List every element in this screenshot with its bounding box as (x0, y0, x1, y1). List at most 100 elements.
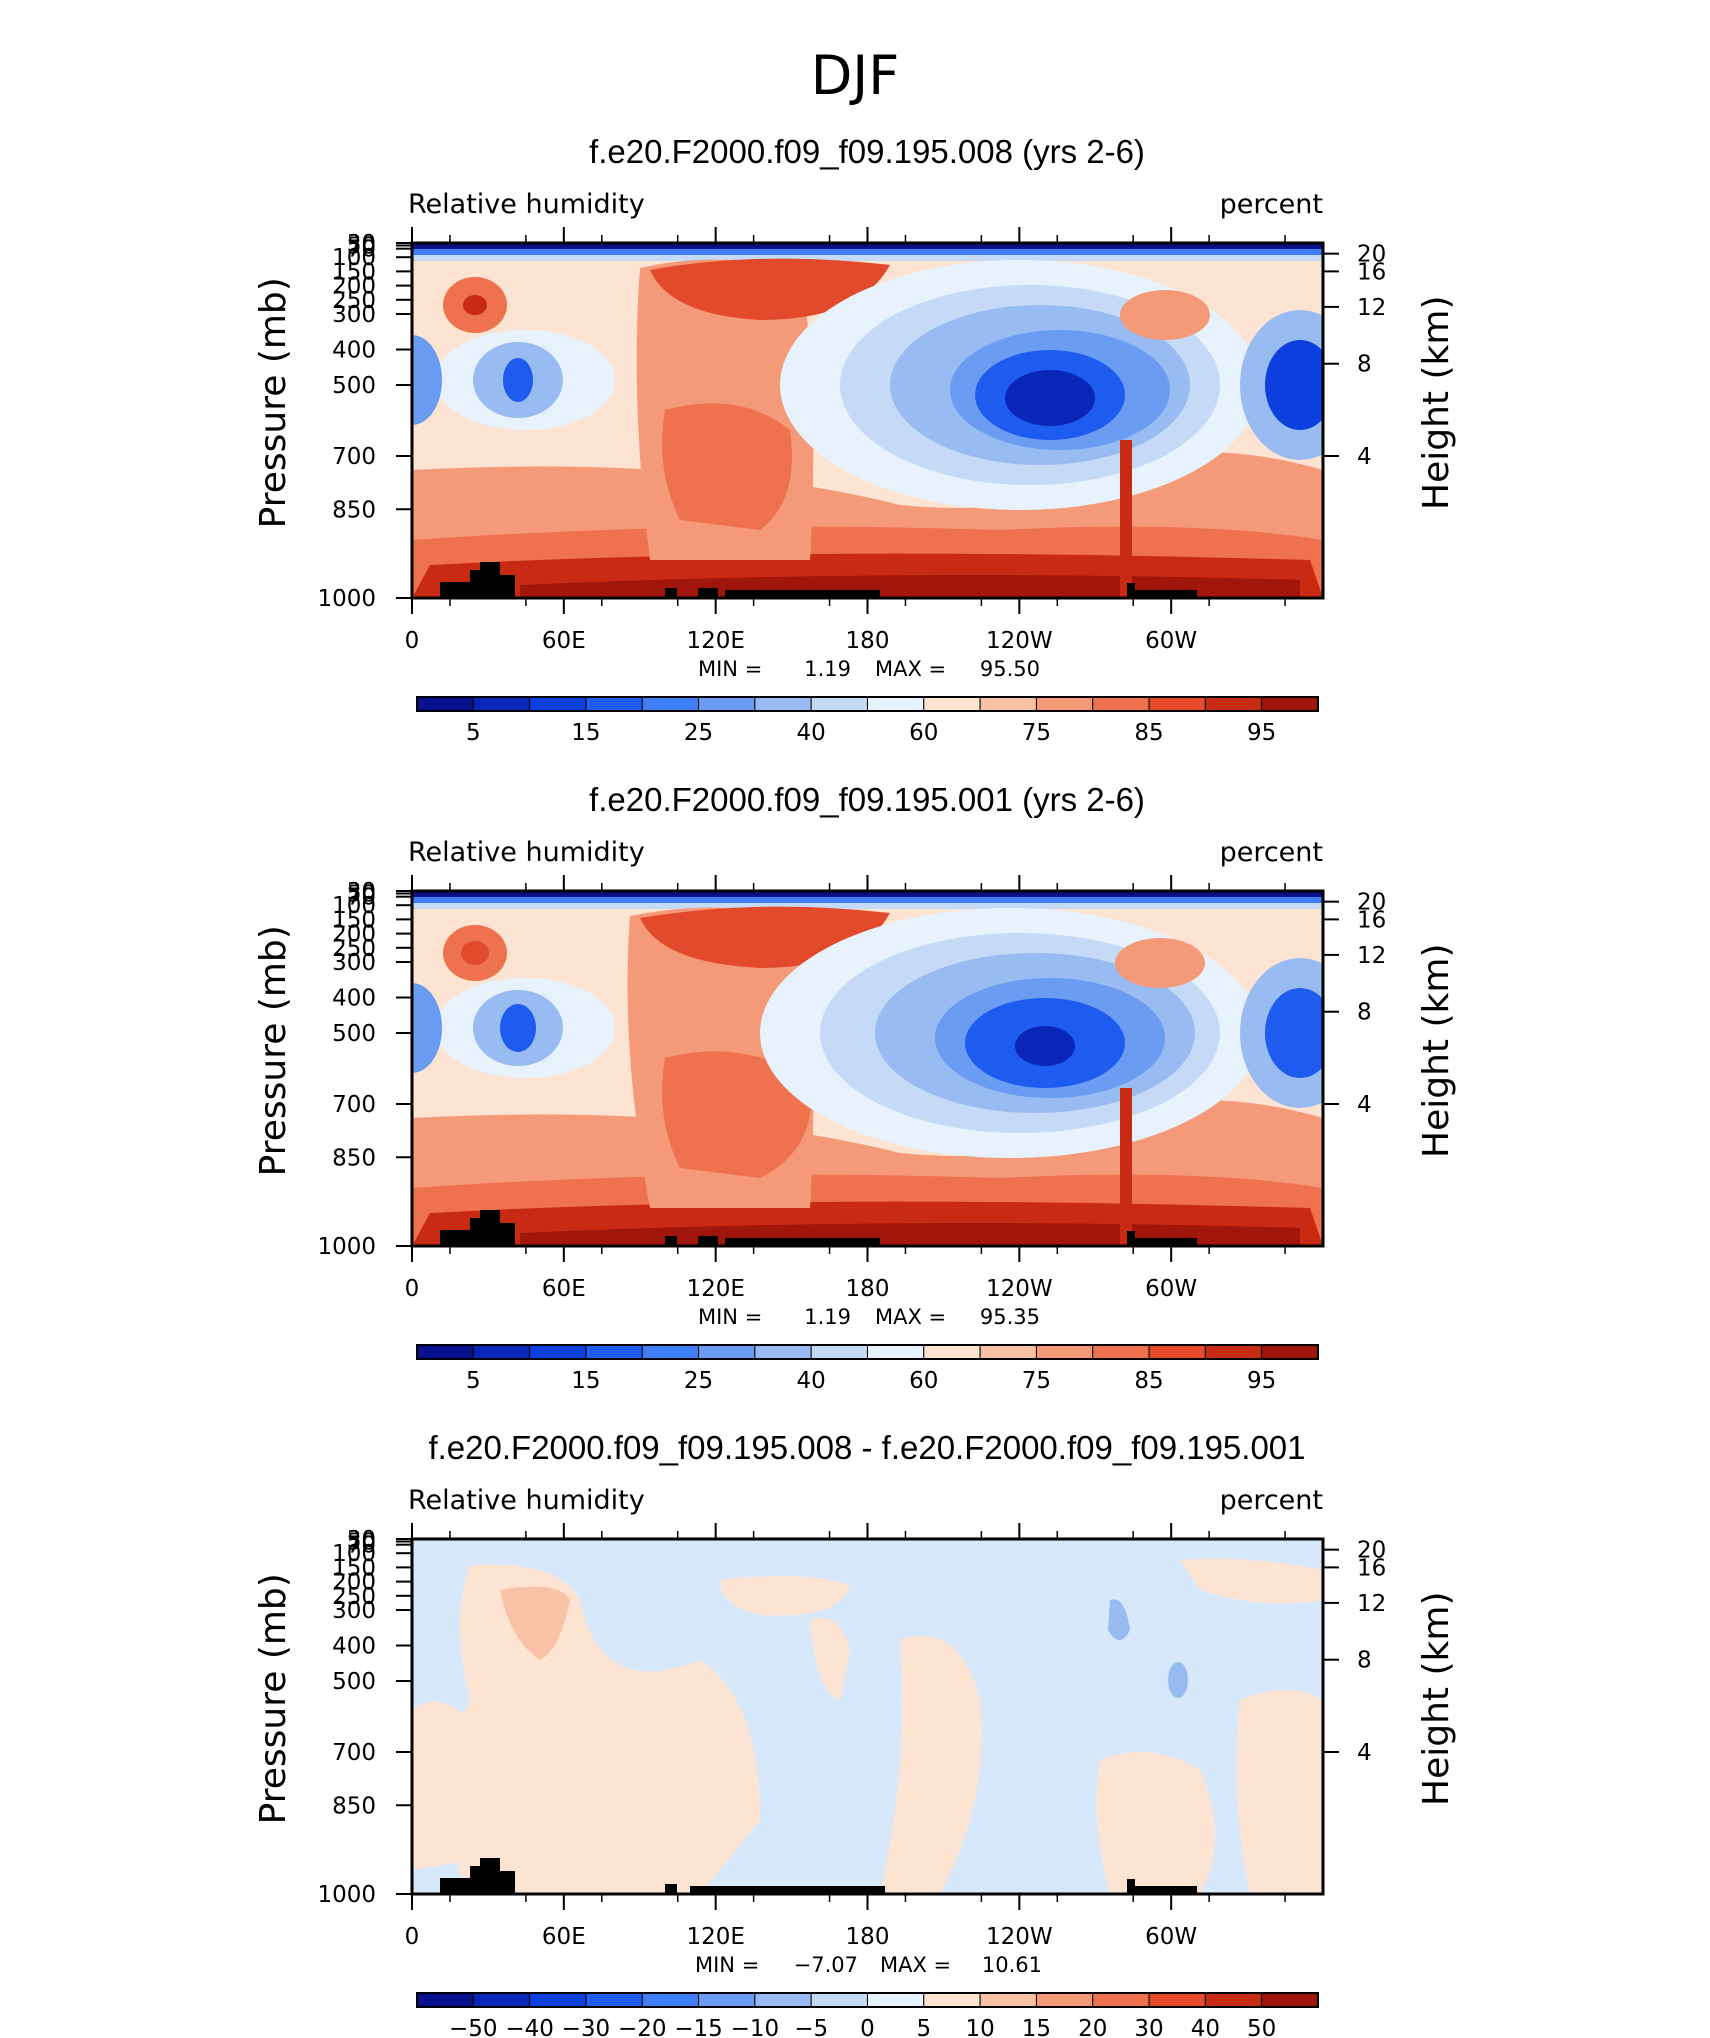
panel-1-dry-region (1265, 340, 1323, 430)
panel-1-warm-column (650, 258, 890, 320)
colorbar-frame (416, 1344, 1319, 1360)
y-tick-label: 850 (332, 1145, 376, 1171)
y-tick-label: 400 (332, 1634, 376, 1660)
colorbar-box (698, 696, 756, 712)
x-tick-label: 60W (1145, 1924, 1197, 1950)
y-tick-label: 700 (332, 444, 376, 470)
y-tick-label: 70 (347, 237, 376, 263)
x-tick-label: 60E (542, 1276, 586, 1302)
panel-1-topography (665, 588, 677, 598)
colorbar-label: 40 (1191, 2016, 1220, 2038)
y-tick-label: 200 (332, 922, 376, 948)
colorbar-label: 25 (684, 720, 713, 746)
colorbar-box (810, 1992, 868, 2008)
colorbar-box (867, 696, 925, 712)
panel-1-title: f.e20.F2000.f09_f09.195.008 (yrs 2-6) (589, 133, 1145, 170)
x-tick-label: 180 (846, 1276, 890, 1302)
right-tick-label: 20 (1357, 242, 1386, 268)
colorbar-box (585, 1344, 643, 1360)
panel-1-moist-spot (463, 295, 487, 315)
y-tick-label: 300 (332, 950, 376, 976)
y-tick-label: 1000 (317, 1882, 376, 1908)
y-tick-label: 500 (332, 373, 376, 399)
colorbar-label: 5 (466, 720, 481, 746)
panel-3-colorbar: −50 −40 −30 −20 −15 −10 −5 0 5 10 15 20 30 40 50 (416, 1992, 1319, 2038)
panel-3-min-value: −7.07 (794, 1953, 858, 1977)
colorbar-label: 40 (797, 1368, 826, 1394)
right-tick-label: 4 (1357, 1740, 1372, 1766)
colorbar-label: −40 (505, 2016, 554, 2038)
colorbar-label: −30 (562, 2016, 611, 2038)
colorbar-label: 75 (1022, 1368, 1051, 1394)
y-tick-label: 500 (332, 1669, 376, 1695)
x-tick-label: 60W (1145, 628, 1197, 654)
panel-1-topography (440, 562, 515, 598)
panel-1-dry-region (1005, 370, 1095, 426)
colorbar-label: 75 (1022, 720, 1051, 746)
right-tick-label: 12 (1357, 943, 1386, 969)
colorbar-box (472, 696, 531, 712)
colorbar-box (1148, 1344, 1206, 1360)
y-tick-label: 700 (332, 1092, 376, 1118)
colorbar-label: 15 (571, 720, 600, 746)
panel-3-positive-region (720, 1576, 850, 1616)
panel-2-warm-column (662, 1051, 812, 1178)
colorbar-box (529, 1344, 587, 1360)
colorbar-label: 50 (1247, 2016, 1276, 2038)
colorbar-label: 95 (1247, 720, 1276, 746)
panel-2-max-value: 95.35 (980, 1305, 1040, 1329)
panel-3-max-value: 10.61 (982, 1953, 1042, 1977)
colorbar-label: 60 (909, 720, 938, 746)
colorbar-box (1035, 1344, 1094, 1360)
y-tick-label: 50 (347, 1529, 376, 1555)
panel-2-min-value: 1.19 (804, 1305, 851, 1329)
panel-2-topography (698, 1236, 718, 1246)
panel-2-variable-label: Relative humidity (408, 837, 645, 868)
colorbar-box (1204, 1344, 1263, 1360)
panel-1-moist-spot (1120, 290, 1210, 340)
panel-3-negative-spot (1108, 1599, 1130, 1640)
colorbar-box (472, 1344, 531, 1360)
y-tick-label: 70 (347, 1533, 376, 1559)
colorbar-label: 15 (571, 1368, 600, 1394)
y-tick-label: 850 (332, 1793, 376, 1819)
colorbar-label: −50 (449, 2016, 498, 2038)
panel-1-min-value: 1.19 (804, 657, 851, 681)
figure-title: DJF (811, 44, 900, 107)
colorbar-box (641, 1344, 700, 1360)
colorbar-box (1204, 696, 1263, 712)
colorbar-box (754, 696, 812, 712)
y-tick-label: 700 (332, 1740, 376, 1766)
y-axis-label: Pressure (mb) (253, 1573, 294, 1824)
y-tick-label: 100 (332, 893, 376, 919)
x-tick-label: 0 (405, 1276, 420, 1302)
colorbar-box (867, 1344, 925, 1360)
colorbar-box (810, 696, 868, 712)
colorbar-box (1261, 1992, 1319, 2008)
colorbar-box (754, 1344, 812, 1360)
colorbar-box (979, 1344, 1037, 1360)
right-tick-label: 8 (1357, 352, 1372, 378)
y-tick-label: 30 (347, 879, 376, 905)
panel-1-strat-band (412, 243, 1323, 249)
colorbar-box (1148, 696, 1206, 712)
colorbar-box (923, 696, 981, 712)
colorbar-label: 25 (684, 1368, 713, 1394)
y-tick-label: 500 (332, 1021, 376, 1047)
colorbar-box (1035, 696, 1094, 712)
panel-1-colorbar: 5 15 25 40 60 75 85 95 (416, 696, 1319, 746)
colorbar-box (754, 1992, 812, 2008)
y-tick-label: 50 (347, 233, 376, 259)
x-tick-label: 120E (686, 628, 744, 654)
panel-2-dry-region (412, 983, 442, 1073)
colorbar-label: −15 (674, 2016, 723, 2038)
colorbar-label: 85 (1134, 720, 1163, 746)
colorbar-box (810, 1344, 868, 1360)
colorbar-box (1092, 1344, 1150, 1360)
panel-3-topography (665, 1884, 677, 1894)
right-tick-label: 16 (1357, 1555, 1386, 1581)
panel-2-dry-region (1265, 988, 1323, 1078)
colorbar-box (585, 696, 643, 712)
panel-1-dry-region (412, 335, 442, 425)
